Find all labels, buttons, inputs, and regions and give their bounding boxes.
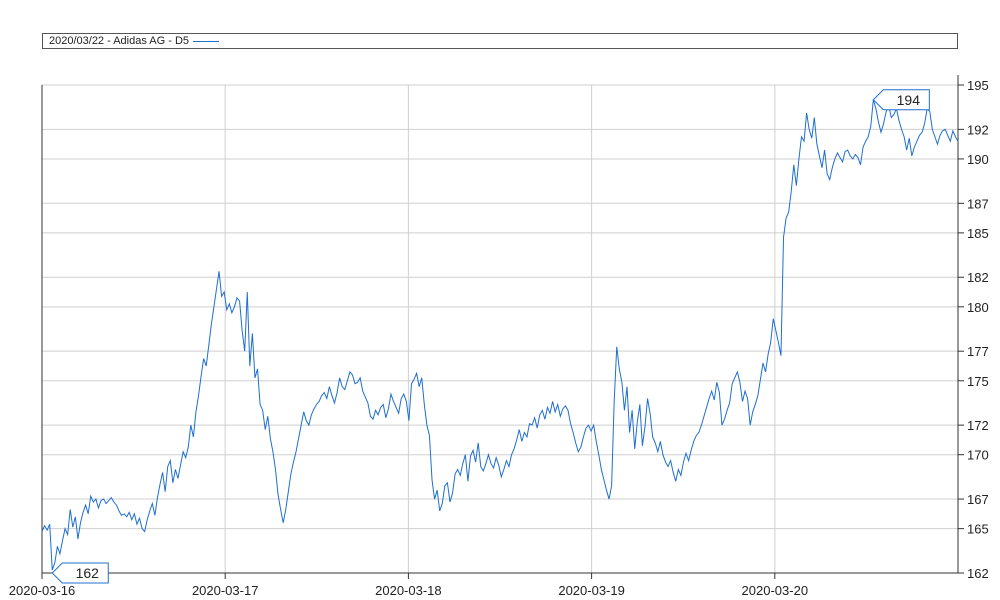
y-tick-label: 175 bbox=[967, 374, 989, 389]
x-tick-label: 2020-03-18 bbox=[375, 583, 442, 598]
y-tick-label: 167 bbox=[967, 492, 989, 507]
series-line bbox=[41, 99, 959, 571]
y-tick-label: 185 bbox=[967, 226, 989, 241]
y-tick-label: 177 bbox=[967, 344, 989, 359]
y-tick-label: 180 bbox=[967, 300, 989, 315]
legend-line-swatch bbox=[193, 41, 219, 42]
y-tick-label: 195 bbox=[967, 78, 989, 93]
callout-max-label: 194 bbox=[897, 92, 921, 108]
legend: 2020/03/22 - Adidas AG - D5 bbox=[42, 33, 958, 49]
legend-label: 2020/03/22 - Adidas AG - D5 bbox=[49, 35, 190, 47]
callout-min bbox=[51, 562, 109, 584]
callout-max bbox=[872, 89, 930, 111]
y-tick-label: 187 bbox=[967, 196, 989, 211]
x-tick-label: 2020-03-19 bbox=[558, 583, 625, 598]
y-tick-label: 165 bbox=[967, 522, 989, 537]
axes bbox=[41, 75, 959, 574]
x-tick-label: 2020-03-20 bbox=[742, 583, 809, 598]
callout-min-label: 162 bbox=[76, 565, 100, 581]
y-tick-label: 170 bbox=[967, 448, 989, 463]
grid bbox=[42, 84, 958, 574]
y-tick-label: 172 bbox=[967, 418, 989, 433]
x-tick-label: 2020-03-16 bbox=[9, 583, 76, 598]
y-axis-ticks: 162 165 167 170 172 175 177 180 182 185 187 190 192 1… bbox=[958, 78, 989, 581]
y-tick-label: 190 bbox=[967, 152, 989, 167]
x-axis-ticks: 2020-03-16 2020-03-17 2020-03-18 2020-03-19… bbox=[9, 573, 808, 598]
x-tick-label: 2020-03-17 bbox=[192, 583, 259, 598]
y-tick-label: 162 bbox=[967, 566, 989, 581]
annotations: 194 162 bbox=[51, 89, 930, 584]
y-tick-label: 192 bbox=[967, 122, 989, 137]
y-tick-label: 182 bbox=[967, 270, 989, 285]
